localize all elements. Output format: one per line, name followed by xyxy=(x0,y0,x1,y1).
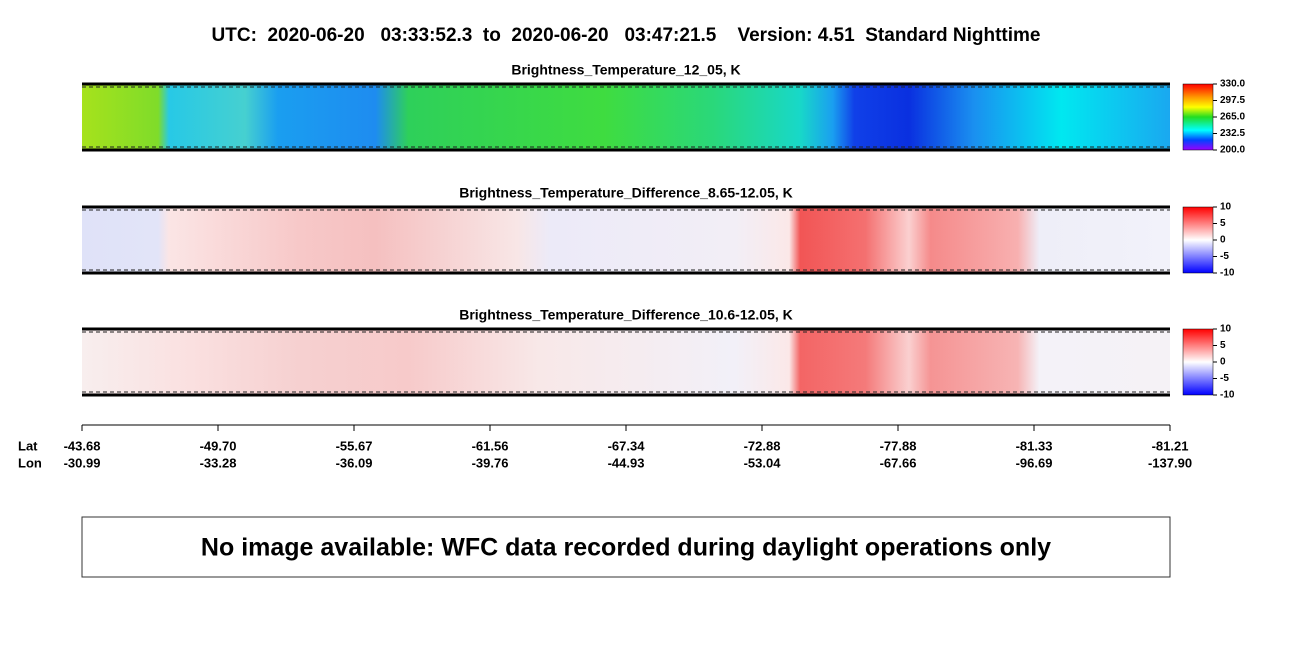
colorbar-label: 10 xyxy=(1220,202,1232,213)
lat-label: -77.88 xyxy=(880,438,917,453)
lat-label: -67.34 xyxy=(608,438,646,453)
lat-label: -72.88 xyxy=(744,438,781,453)
colorbar-label: 5 xyxy=(1220,218,1226,229)
colorbar-label: 5 xyxy=(1220,340,1226,351)
image-strip xyxy=(82,207,1170,273)
lat-label: -81.21 xyxy=(1152,438,1189,453)
colorbar-label: -10 xyxy=(1220,268,1235,279)
lat-label: -43.68 xyxy=(64,438,101,453)
figure-title: UTC: 2020-06-20 03:33:52.3 to 2020-06-20… xyxy=(212,25,1041,46)
colorbar-label: -5 xyxy=(1220,373,1229,384)
lon-label: -39.76 xyxy=(472,455,509,470)
notice-box xyxy=(81,516,1171,578)
notice: No image available: WFC data recorded du… xyxy=(201,534,1051,562)
colorbar-label: 10 xyxy=(1220,324,1232,335)
colorbar-label: -5 xyxy=(1220,251,1229,262)
panel-title: Brightness_Temperature_12_05, K xyxy=(511,62,740,78)
colorbar xyxy=(1182,206,1214,274)
lon-label: -33.28 xyxy=(200,455,237,470)
lon-label: -30.99 xyxy=(64,455,101,470)
panel-title: Brightness_Temperature_Difference_10.6-1… xyxy=(459,307,793,323)
colorbar-label: -10 xyxy=(1220,390,1235,401)
colorbar-label: 232.5 xyxy=(1220,128,1245,139)
colorbar-label: 265.0 xyxy=(1220,112,1245,123)
lat-label: -81.33 xyxy=(1016,438,1053,453)
image-strip xyxy=(82,84,1170,150)
lon-label: -53.04 xyxy=(744,455,782,470)
lat-label: -55.67 xyxy=(336,438,373,453)
lon-label: -44.93 xyxy=(608,455,645,470)
colorbar xyxy=(1182,83,1214,151)
lon-label: -137.90 xyxy=(1148,455,1192,470)
colorbar xyxy=(1182,328,1214,396)
row-label: Lon xyxy=(18,455,42,470)
lat-label: -49.70 xyxy=(200,438,237,453)
colorbar-label: 0 xyxy=(1220,357,1226,368)
lon-label: -96.69 xyxy=(1016,455,1053,470)
colorbar-label: 297.5 xyxy=(1220,95,1245,106)
colorbar-label: 0 xyxy=(1220,235,1226,246)
lon-label: -67.66 xyxy=(880,455,917,470)
row-label: Lat xyxy=(18,438,38,453)
lon-label: -36.09 xyxy=(336,455,373,470)
colorbar-label: 330.0 xyxy=(1220,79,1245,90)
lat-label: -61.56 xyxy=(472,438,509,453)
image-strip xyxy=(82,329,1170,395)
colorbar-label: 200.0 xyxy=(1220,145,1245,156)
panel-title: Brightness_Temperature_Difference_8.65-1… xyxy=(459,185,793,201)
